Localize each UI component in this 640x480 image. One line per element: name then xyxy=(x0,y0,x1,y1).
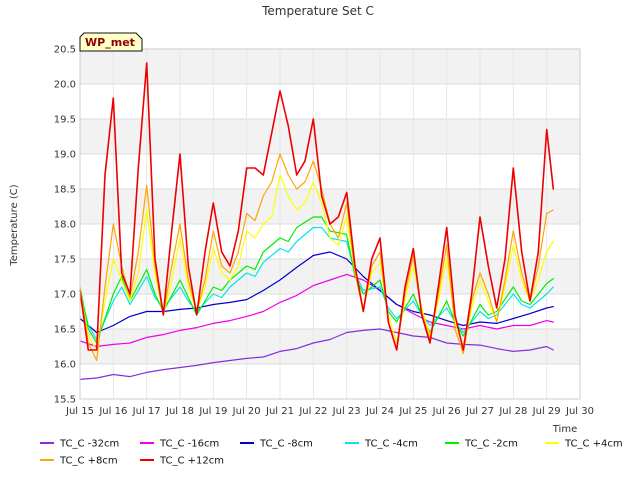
x-axis-label: Time xyxy=(552,424,577,435)
x-tick-label: Jul 29 xyxy=(532,406,561,417)
legend-label: TC_C -4cm xyxy=(364,439,418,450)
legend-label: TC_C +4cm xyxy=(564,439,623,450)
legend: TC_C -32cm TC_C -16cm TC_C -8cm TC_C -4cm TC… xyxy=(40,439,623,467)
x-tick-label: Jul 23 xyxy=(332,406,361,417)
y-tick-label: 18.5 xyxy=(54,185,76,196)
x-tick-label: Jul 17 xyxy=(132,406,161,417)
wp-met-badge: WP_met xyxy=(79,32,143,52)
x-tick-label: Jul 28 xyxy=(498,406,527,417)
series-line-5 xyxy=(79,216,554,344)
x-tick-label: Jul 16 xyxy=(98,406,127,417)
x-tick-label: Jul 15 xyxy=(65,406,94,417)
series-line-1 xyxy=(79,328,554,380)
plot-band xyxy=(80,329,580,364)
legend-label: TC_C -32cm xyxy=(59,439,119,450)
y-tick-label: 19.0 xyxy=(54,150,76,161)
series-line-8 xyxy=(79,62,555,351)
x-tick-label: Jul 21 xyxy=(265,406,294,417)
legend-label: TC_C +12cm xyxy=(159,456,224,467)
series-layer xyxy=(79,62,555,380)
series-line-2 xyxy=(79,273,554,348)
plot-band xyxy=(80,119,580,154)
y-tick-label: 20.0 xyxy=(54,80,76,91)
x-tick-label: Jul 22 xyxy=(298,406,327,417)
x-tick-label: Jul 25 xyxy=(398,406,427,417)
y-tick-label: 16.5 xyxy=(54,325,76,336)
x-tick-label: Jul 26 xyxy=(432,406,461,417)
axes xyxy=(79,48,581,400)
badge-label: WP_met xyxy=(85,36,135,49)
x-tick-label: Jul 19 xyxy=(198,406,227,417)
y-tick-label: 17.0 xyxy=(54,290,76,301)
legend-label: TC_C -8cm xyxy=(259,439,313,450)
plot-band xyxy=(80,189,580,224)
y-tick-label: 18.0 xyxy=(54,220,76,231)
legend-label: TC_C -16cm xyxy=(159,439,219,450)
x-tick-label: Jul 18 xyxy=(165,406,194,417)
y-tick-label: 17.5 xyxy=(54,255,76,266)
legend-label: TC_C +8cm xyxy=(59,456,118,467)
x-tick-labels: Jul 15 Jul 16 Jul 17 Jul 18 Jul 19 Jul 20 Jul … xyxy=(65,406,594,417)
y-tick-label: 15.5 xyxy=(54,395,76,406)
chart-title: Temperature Set C xyxy=(261,4,374,18)
y-tick-label: 20.5 xyxy=(54,45,76,56)
plot-band xyxy=(80,259,580,294)
legend-label: TC_C -2cm xyxy=(464,439,518,450)
y-axis-label: Temperature (C) xyxy=(9,184,20,266)
y-tick-labels: 15.5 16.0 16.5 17.0 17.5 18.0 18.5 19.0 19.5 20.0… xyxy=(54,45,76,406)
x-tick-label: Jul 20 xyxy=(232,406,261,417)
plot-band xyxy=(80,49,580,84)
x-tick-label: Jul 27 xyxy=(465,406,494,417)
plot-frame xyxy=(79,48,581,400)
y-tick-label: 16.0 xyxy=(54,360,76,371)
x-tick-label: Jul 24 xyxy=(365,406,394,417)
y-tick-label: 19.5 xyxy=(54,115,76,126)
x-tick-label: Jul 30 xyxy=(565,406,594,417)
series-line-3 xyxy=(79,251,554,334)
badge-box xyxy=(79,32,143,52)
series-line-4 xyxy=(79,226,554,341)
